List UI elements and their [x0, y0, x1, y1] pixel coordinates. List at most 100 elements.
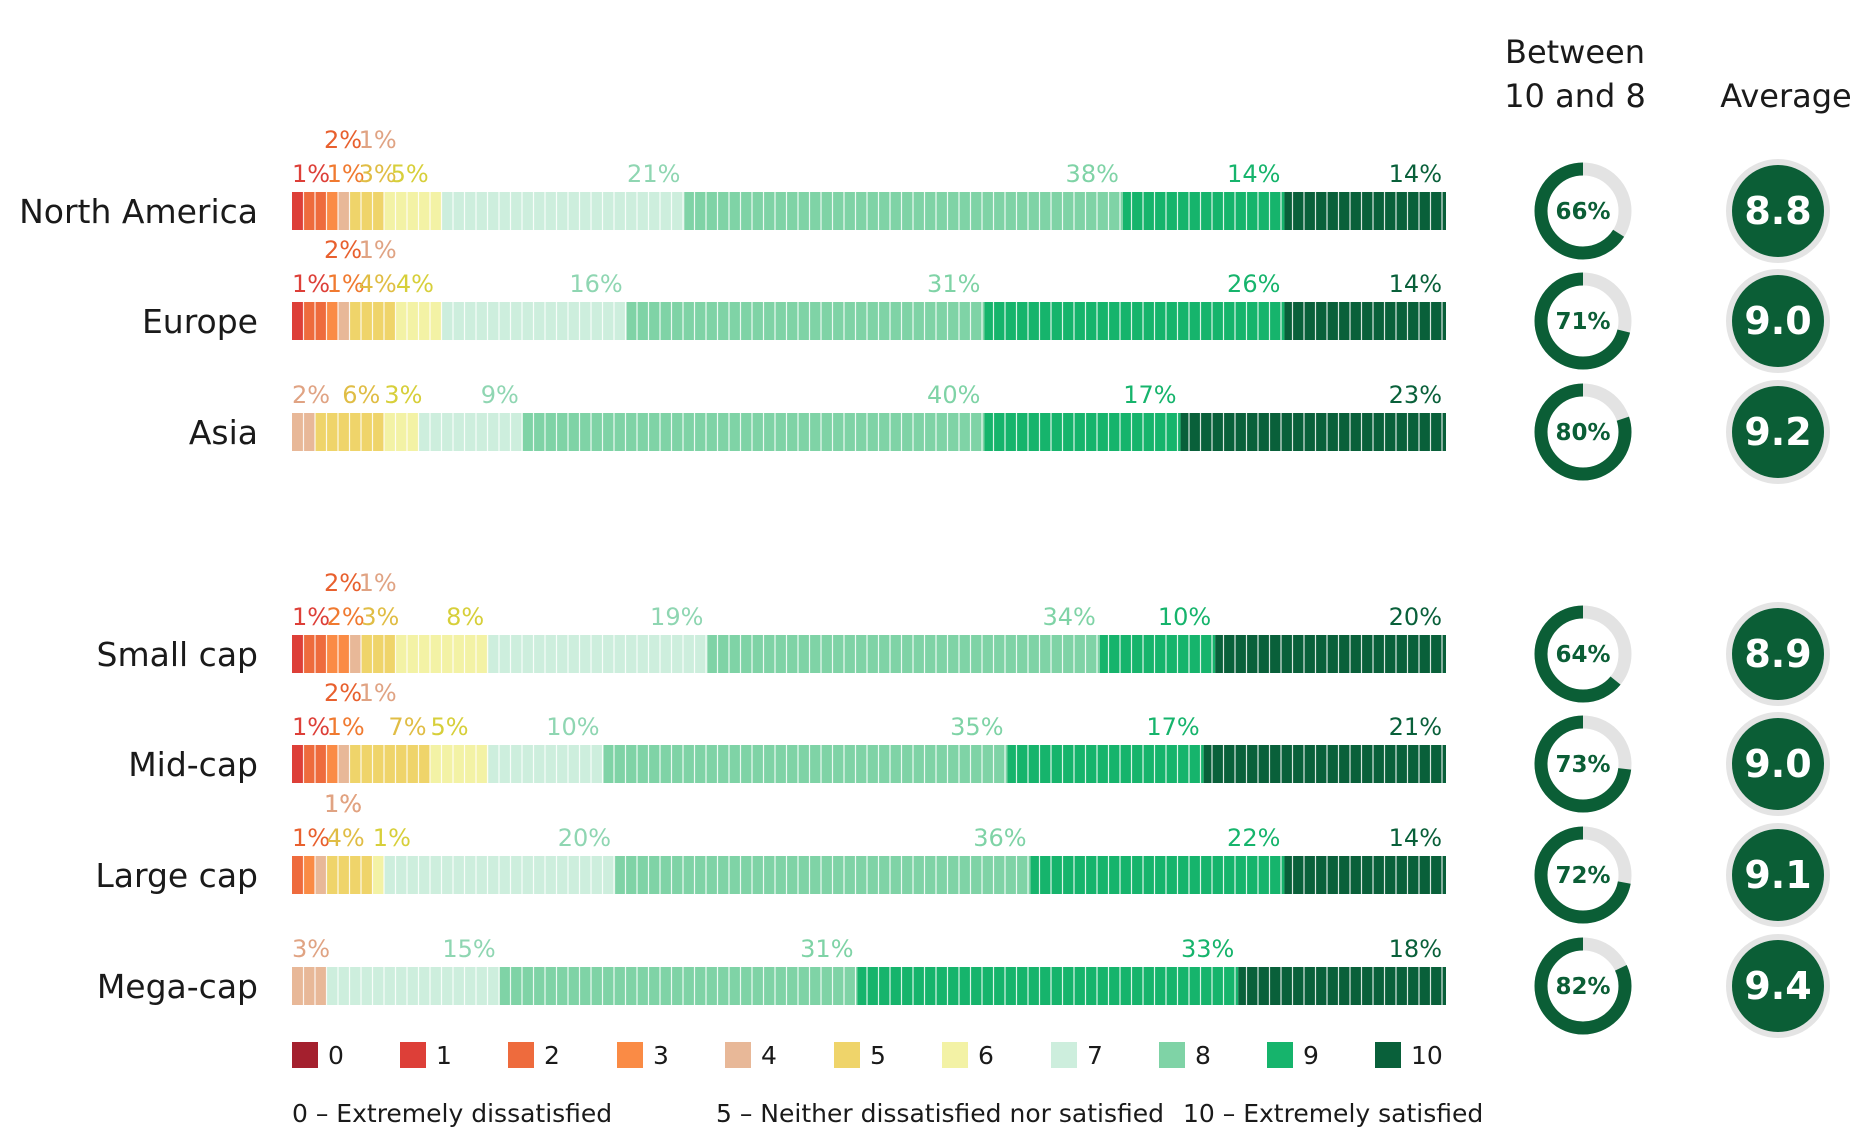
- bar-segment-score-4: [315, 856, 327, 894]
- bar-segment-score-4: [338, 302, 350, 340]
- data-label-score-8: 35%: [950, 713, 1003, 741]
- data-label-score-10: 18%: [1389, 935, 1442, 963]
- legend-label: 2: [544, 1041, 560, 1070]
- data-label-score-4: 3%: [292, 935, 330, 963]
- data-label-score-8: 38%: [1066, 160, 1119, 188]
- bar-segment-score-10: [1238, 967, 1446, 1005]
- data-label-score-9: 33%: [1181, 935, 1234, 963]
- legend-label: 9: [1303, 1041, 1319, 1070]
- bar-segment-score-5: [349, 192, 385, 230]
- bar-segment-score-6: [372, 856, 385, 894]
- bar-texture: [302, 967, 1443, 1005]
- legend-item-6: 6: [942, 1041, 994, 1070]
- data-label-score-9: 22%: [1227, 824, 1280, 852]
- data-label-score-6: 3%: [384, 381, 422, 409]
- legend-label: 8: [1195, 1041, 1211, 1070]
- bar-segment-score-9: [1099, 635, 1216, 673]
- top-share-arc: [1534, 826, 1632, 924]
- bar-segment-score-10: [1284, 856, 1446, 894]
- top-share-ring: 80%: [1534, 383, 1632, 481]
- legend-swatch: [508, 1042, 534, 1068]
- bar-segment-score-10: [1215, 635, 1446, 673]
- top-share-header-line: 10 and 8: [1504, 77, 1646, 115]
- legend-item-0: 0: [292, 1041, 344, 1070]
- data-label-score-10: 21%: [1389, 713, 1442, 741]
- row-label: Large cap: [95, 856, 258, 895]
- average-badge: 8.8: [1726, 159, 1830, 263]
- bar-segment-score-8: [684, 192, 1123, 230]
- bar-segment-score-10: [1203, 745, 1446, 783]
- average-badge: 9.4: [1726, 934, 1830, 1038]
- legend-swatch: [292, 1042, 318, 1068]
- data-label-score-3: 1%: [324, 790, 362, 818]
- bar-segment-score-3: [326, 302, 339, 340]
- average-label: 9.0: [1744, 742, 1811, 786]
- scale-description-0: 0 – Extremely dissatisfied: [292, 1099, 612, 1128]
- data-label-score-4: 1%: [359, 569, 397, 597]
- data-label-score-3: 1%: [327, 713, 365, 741]
- bar-segment-score-2: [292, 856, 304, 894]
- row-mega-cap: Mega-cap 3% 15% 31% 33% 18% 82% 9.4: [97, 934, 1830, 1038]
- top-share-arc: [1534, 937, 1632, 1035]
- bar-segment-score-9: [984, 302, 1285, 340]
- data-label-score-7: 9%: [481, 381, 519, 409]
- legend-item-3: 3: [617, 1041, 669, 1070]
- legend-label: 10: [1411, 1041, 1443, 1070]
- top-share-ring: 71%: [1534, 272, 1632, 370]
- bar-segment-score-4: [349, 635, 362, 673]
- data-label-score-8: 31%: [927, 270, 980, 298]
- bar-segment-score-6: [384, 413, 419, 451]
- data-label-score-3: 2%: [327, 603, 365, 631]
- top-share-ring: 82%: [1534, 937, 1632, 1035]
- data-label-score-7: 20%: [558, 824, 611, 852]
- bar-texture: [302, 635, 1443, 673]
- legend-swatch: [1159, 1042, 1185, 1068]
- bar-segment-score-10: [1284, 302, 1446, 340]
- legend-label: 5: [870, 1041, 886, 1070]
- average-badge: 9.0: [1726, 269, 1830, 373]
- bar-segment-score-7: [326, 967, 500, 1005]
- legend-swatch: [725, 1042, 751, 1068]
- bar-segment-score-9: [984, 413, 1181, 451]
- legend-swatch: [1267, 1042, 1293, 1068]
- bar-segment-score-9: [1122, 192, 1285, 230]
- data-label-score-10: 14%: [1389, 160, 1442, 188]
- bar-segment-score-5: [361, 635, 396, 673]
- data-label-score-9: 17%: [1123, 381, 1176, 409]
- top-share-arc: [1534, 715, 1632, 813]
- average-badge: 9.2: [1726, 380, 1830, 484]
- data-label-score-10: 23%: [1389, 381, 1442, 409]
- legend-label: 3: [653, 1041, 669, 1070]
- data-label-score-8: 34%: [1042, 603, 1095, 631]
- legend-swatch: [1051, 1042, 1077, 1068]
- data-label-score-3: 1%: [327, 270, 365, 298]
- data-label-score-6: 4%: [396, 270, 434, 298]
- average-label: 9.4: [1744, 964, 1811, 1008]
- row-label: Asia: [189, 413, 258, 452]
- data-label-score-8: 40%: [927, 381, 980, 409]
- bar-segment-score-7: [442, 192, 685, 230]
- average-badge: 9.0: [1726, 712, 1830, 816]
- average-badge: 8.9: [1726, 602, 1830, 706]
- bar-segment-score-1: [292, 745, 304, 783]
- data-label-score-6: 5%: [431, 713, 469, 741]
- legend-item-2: 2: [508, 1041, 560, 1070]
- top-share-arc: [1534, 272, 1632, 370]
- bar-segment-score-5: [349, 745, 431, 783]
- bar-texture: [302, 192, 1443, 230]
- row-asia: Asia 2% 6% 3% 9% 40% 17% 23% 80% 9.2: [189, 380, 1830, 484]
- data-label-score-7: 19%: [650, 603, 703, 631]
- bar-texture: [302, 856, 1443, 894]
- bar-segment-score-3: [326, 745, 339, 783]
- legend-label: 0: [328, 1041, 344, 1070]
- data-label-score-1: 1%: [292, 160, 330, 188]
- legend-item-4: 4: [725, 1041, 777, 1070]
- top-share-ring: 73%: [1534, 715, 1632, 813]
- top-share-ring: 66%: [1534, 162, 1632, 260]
- top-share-header-line: Between: [1505, 33, 1645, 71]
- bar-segment-score-4: [292, 967, 327, 1005]
- top-share-label: 80%: [1555, 420, 1610, 446]
- bar-segment-score-8: [499, 967, 858, 1005]
